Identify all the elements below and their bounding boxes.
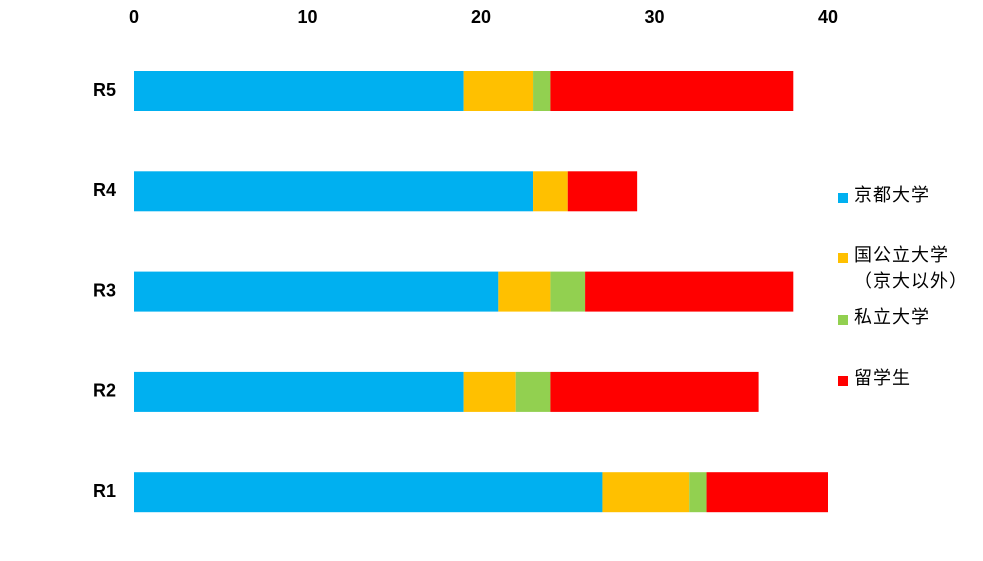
- x-tick-label: 10: [297, 7, 317, 27]
- x-tick-label: 20: [471, 7, 491, 27]
- x-tick-label: 30: [644, 7, 664, 27]
- y-tick-label: R1: [93, 481, 116, 501]
- bar-segment: [463, 71, 534, 111]
- x-tick-label: 0: [129, 7, 139, 27]
- legend-swatch: [838, 376, 848, 386]
- legend-label: 私立大学: [854, 307, 930, 328]
- y-tick-label: R5: [93, 80, 116, 100]
- bar-segment: [585, 271, 794, 312]
- bar-segment: [550, 271, 586, 312]
- legend-item: 私立大学: [838, 307, 930, 331]
- y-tick-label: R3: [93, 280, 116, 300]
- bar-segment: [706, 472, 828, 513]
- legend-item: 京都大学: [838, 185, 930, 209]
- bar-segment: [463, 371, 516, 412]
- legend-label: 京都大学: [854, 185, 930, 206]
- x-tick-label: 40: [818, 7, 838, 27]
- bar-segment: [134, 171, 534, 212]
- legend-label: 国公立大学 （京大以外）: [854, 245, 968, 292]
- bar-segment: [550, 71, 794, 111]
- bar-segment: [134, 71, 464, 111]
- bar-segment: [134, 271, 499, 312]
- bar-segment: [134, 371, 464, 412]
- bar-segment: [567, 171, 638, 212]
- y-tick-label: R2: [93, 381, 116, 401]
- bar-segment: [689, 472, 707, 513]
- bar-segment: [602, 472, 690, 513]
- bar-segment: [533, 171, 568, 212]
- legend-swatch: [838, 193, 848, 203]
- bar-segment: [498, 271, 551, 312]
- bar-segment: [533, 71, 551, 111]
- y-tick-label: R4: [93, 180, 116, 200]
- bar-segment: [134, 472, 603, 513]
- bar-segment: [550, 371, 759, 412]
- legend-item: 留学生: [838, 368, 911, 392]
- legend-item: 国公立大学 （京大以外）: [838, 245, 968, 295]
- bar-segment: [515, 371, 551, 412]
- legend-swatch: [838, 315, 848, 325]
- legend-swatch: [838, 253, 848, 263]
- legend-label: 留学生: [854, 368, 911, 389]
